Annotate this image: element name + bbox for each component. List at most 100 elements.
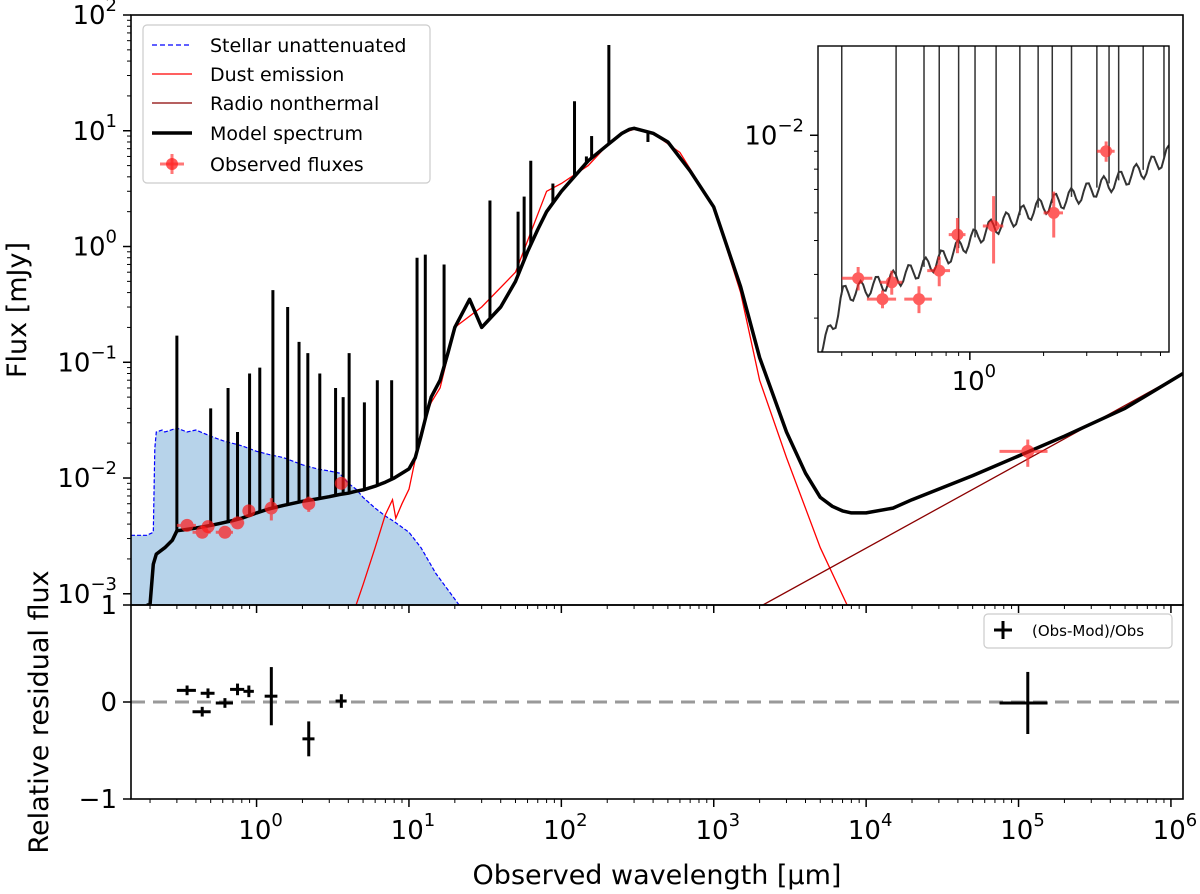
inset-observed-point — [904, 286, 932, 314]
observed-marker — [1021, 444, 1035, 458]
x-tick-base: 10 — [695, 816, 728, 846]
inset-y-tick-exp: −2 — [777, 115, 804, 136]
x-tick-label: 103 — [695, 810, 740, 846]
residual-point — [176, 685, 196, 696]
radio-nonthermal-line — [762, 372, 1183, 605]
inset-observed-point — [1043, 191, 1063, 238]
dust-emission-line — [355, 128, 848, 605]
x-tick-exp: 6 — [1186, 810, 1197, 831]
inset-x-tick-label: 100 — [952, 361, 997, 397]
inset-observed-marker — [912, 293, 925, 306]
residual-point — [230, 683, 245, 696]
inset-observed-point — [841, 267, 873, 291]
x-tick-base: 10 — [1153, 816, 1186, 846]
inset-observed-point — [866, 290, 897, 309]
x-tick-exp: 1 — [424, 810, 435, 831]
legend-dust-label: Dust emission — [210, 64, 344, 86]
main-y-tick-base: 10 — [72, 1, 105, 31]
main-y-tick-exp: −2 — [90, 458, 117, 479]
observed-marker — [264, 501, 278, 515]
x-tick-label: 102 — [543, 810, 588, 846]
x-axis-title: Observed wavelength [μm] — [473, 860, 842, 891]
observed-marker — [218, 525, 232, 539]
x-tick-exp: 4 — [881, 810, 892, 831]
residual-point — [335, 694, 347, 708]
observed-marker — [231, 516, 245, 530]
residual-point — [302, 721, 315, 757]
inset-observed-point — [927, 256, 951, 287]
residual-point — [999, 671, 1048, 735]
inset-y-tick-base: 10 — [744, 121, 777, 151]
residual-legend-marker — [994, 621, 1012, 639]
residual-point — [200, 688, 215, 699]
inset-observed-marker — [885, 276, 898, 289]
inset-x-tick-base: 10 — [952, 367, 985, 397]
legend-stellar-label: Stellar unattenuated — [210, 35, 407, 57]
inset-observed-marker — [933, 264, 946, 277]
residual-legend: (Obs-Mod)/Obs — [983, 613, 1173, 649]
inset-observed-point — [1096, 141, 1115, 162]
main-y-tick-base: 10 — [72, 233, 105, 263]
observed-marker — [302, 497, 316, 511]
observed-flux-point — [242, 504, 256, 518]
residual-legend-label: (Obs-Mod)/Obs — [1032, 622, 1144, 640]
legend-observed-label: Observed fluxes — [210, 154, 364, 176]
observed-marker — [334, 476, 348, 490]
residual-y-axis-title: Relative residual flux — [24, 570, 55, 853]
main-y-tick-exp: 2 — [106, 0, 117, 16]
legend-observed-marker — [160, 154, 184, 174]
legend-model-label: Model spectrum — [210, 123, 363, 145]
main-y-tick-label: 102 — [72, 0, 117, 31]
x-tick-exp: 0 — [271, 810, 282, 831]
x-tick-base: 10 — [848, 816, 881, 846]
main-y-tick-label: 100 — [72, 227, 117, 263]
main-y-tick-exp: 0 — [106, 227, 117, 248]
residual-y-tick-label: −1 — [79, 785, 117, 815]
inset-observed-marker — [1047, 206, 1060, 219]
main-legend: Stellar unattenuated Dust emission Radio… — [142, 24, 431, 184]
observed-marker — [180, 518, 194, 532]
residual-y-tick-label: 1 — [100, 591, 117, 621]
model-spectrum-line — [146, 126, 1183, 605]
observed-marker — [242, 504, 256, 518]
stellar-fill-area — [131, 428, 470, 605]
main-y-axis-title: Flux [mJy] — [2, 242, 33, 378]
residual-point — [192, 706, 211, 717]
x-tick-base: 10 — [1000, 816, 1033, 846]
stellar-unattenuated-line — [131, 427, 460, 605]
observed-flux-point — [200, 520, 215, 534]
x-tick-label: 100 — [238, 810, 283, 846]
observed-marker — [201, 520, 215, 534]
legend-box — [142, 24, 431, 184]
main-y-tick-exp: −1 — [90, 342, 117, 363]
x-tick-base: 10 — [391, 816, 424, 846]
observed-flux-point — [230, 516, 245, 530]
inset-observed-point — [880, 270, 903, 295]
main-y-tick-base: 10 — [57, 348, 90, 378]
x-tick-base: 10 — [543, 816, 576, 846]
inset-observed-marker — [876, 293, 889, 306]
observed-flux-point — [334, 476, 348, 490]
x-tick-base: 10 — [238, 816, 271, 846]
main-y-tick-base: 10 — [72, 117, 105, 147]
x-tick-label: 105 — [1000, 810, 1045, 846]
residual-point — [215, 698, 233, 708]
main-y-tick-base: 10 — [57, 464, 90, 494]
inset-observed-point — [948, 217, 966, 254]
residual-point — [243, 685, 254, 698]
main-y-tick-base: 10 — [57, 580, 90, 610]
observed-flux-point — [215, 525, 233, 539]
main-y-tick-label: 10−1 — [57, 342, 117, 378]
observed-flux-point — [999, 439, 1048, 467]
residual-legend-box — [983, 613, 1173, 649]
x-tick-label: 101 — [391, 810, 436, 846]
observed-flux-point — [302, 496, 316, 512]
residual-panel: 10−1 100 101 102 103 104 105 106 (Obs-Mod)/Obs… — [24, 570, 1197, 891]
residual-y-tick-label: 0 — [100, 688, 117, 718]
inset-observed-marker — [1100, 145, 1113, 158]
observed-flux-point — [176, 518, 196, 532]
x-tick-label: 106 — [1153, 810, 1198, 846]
